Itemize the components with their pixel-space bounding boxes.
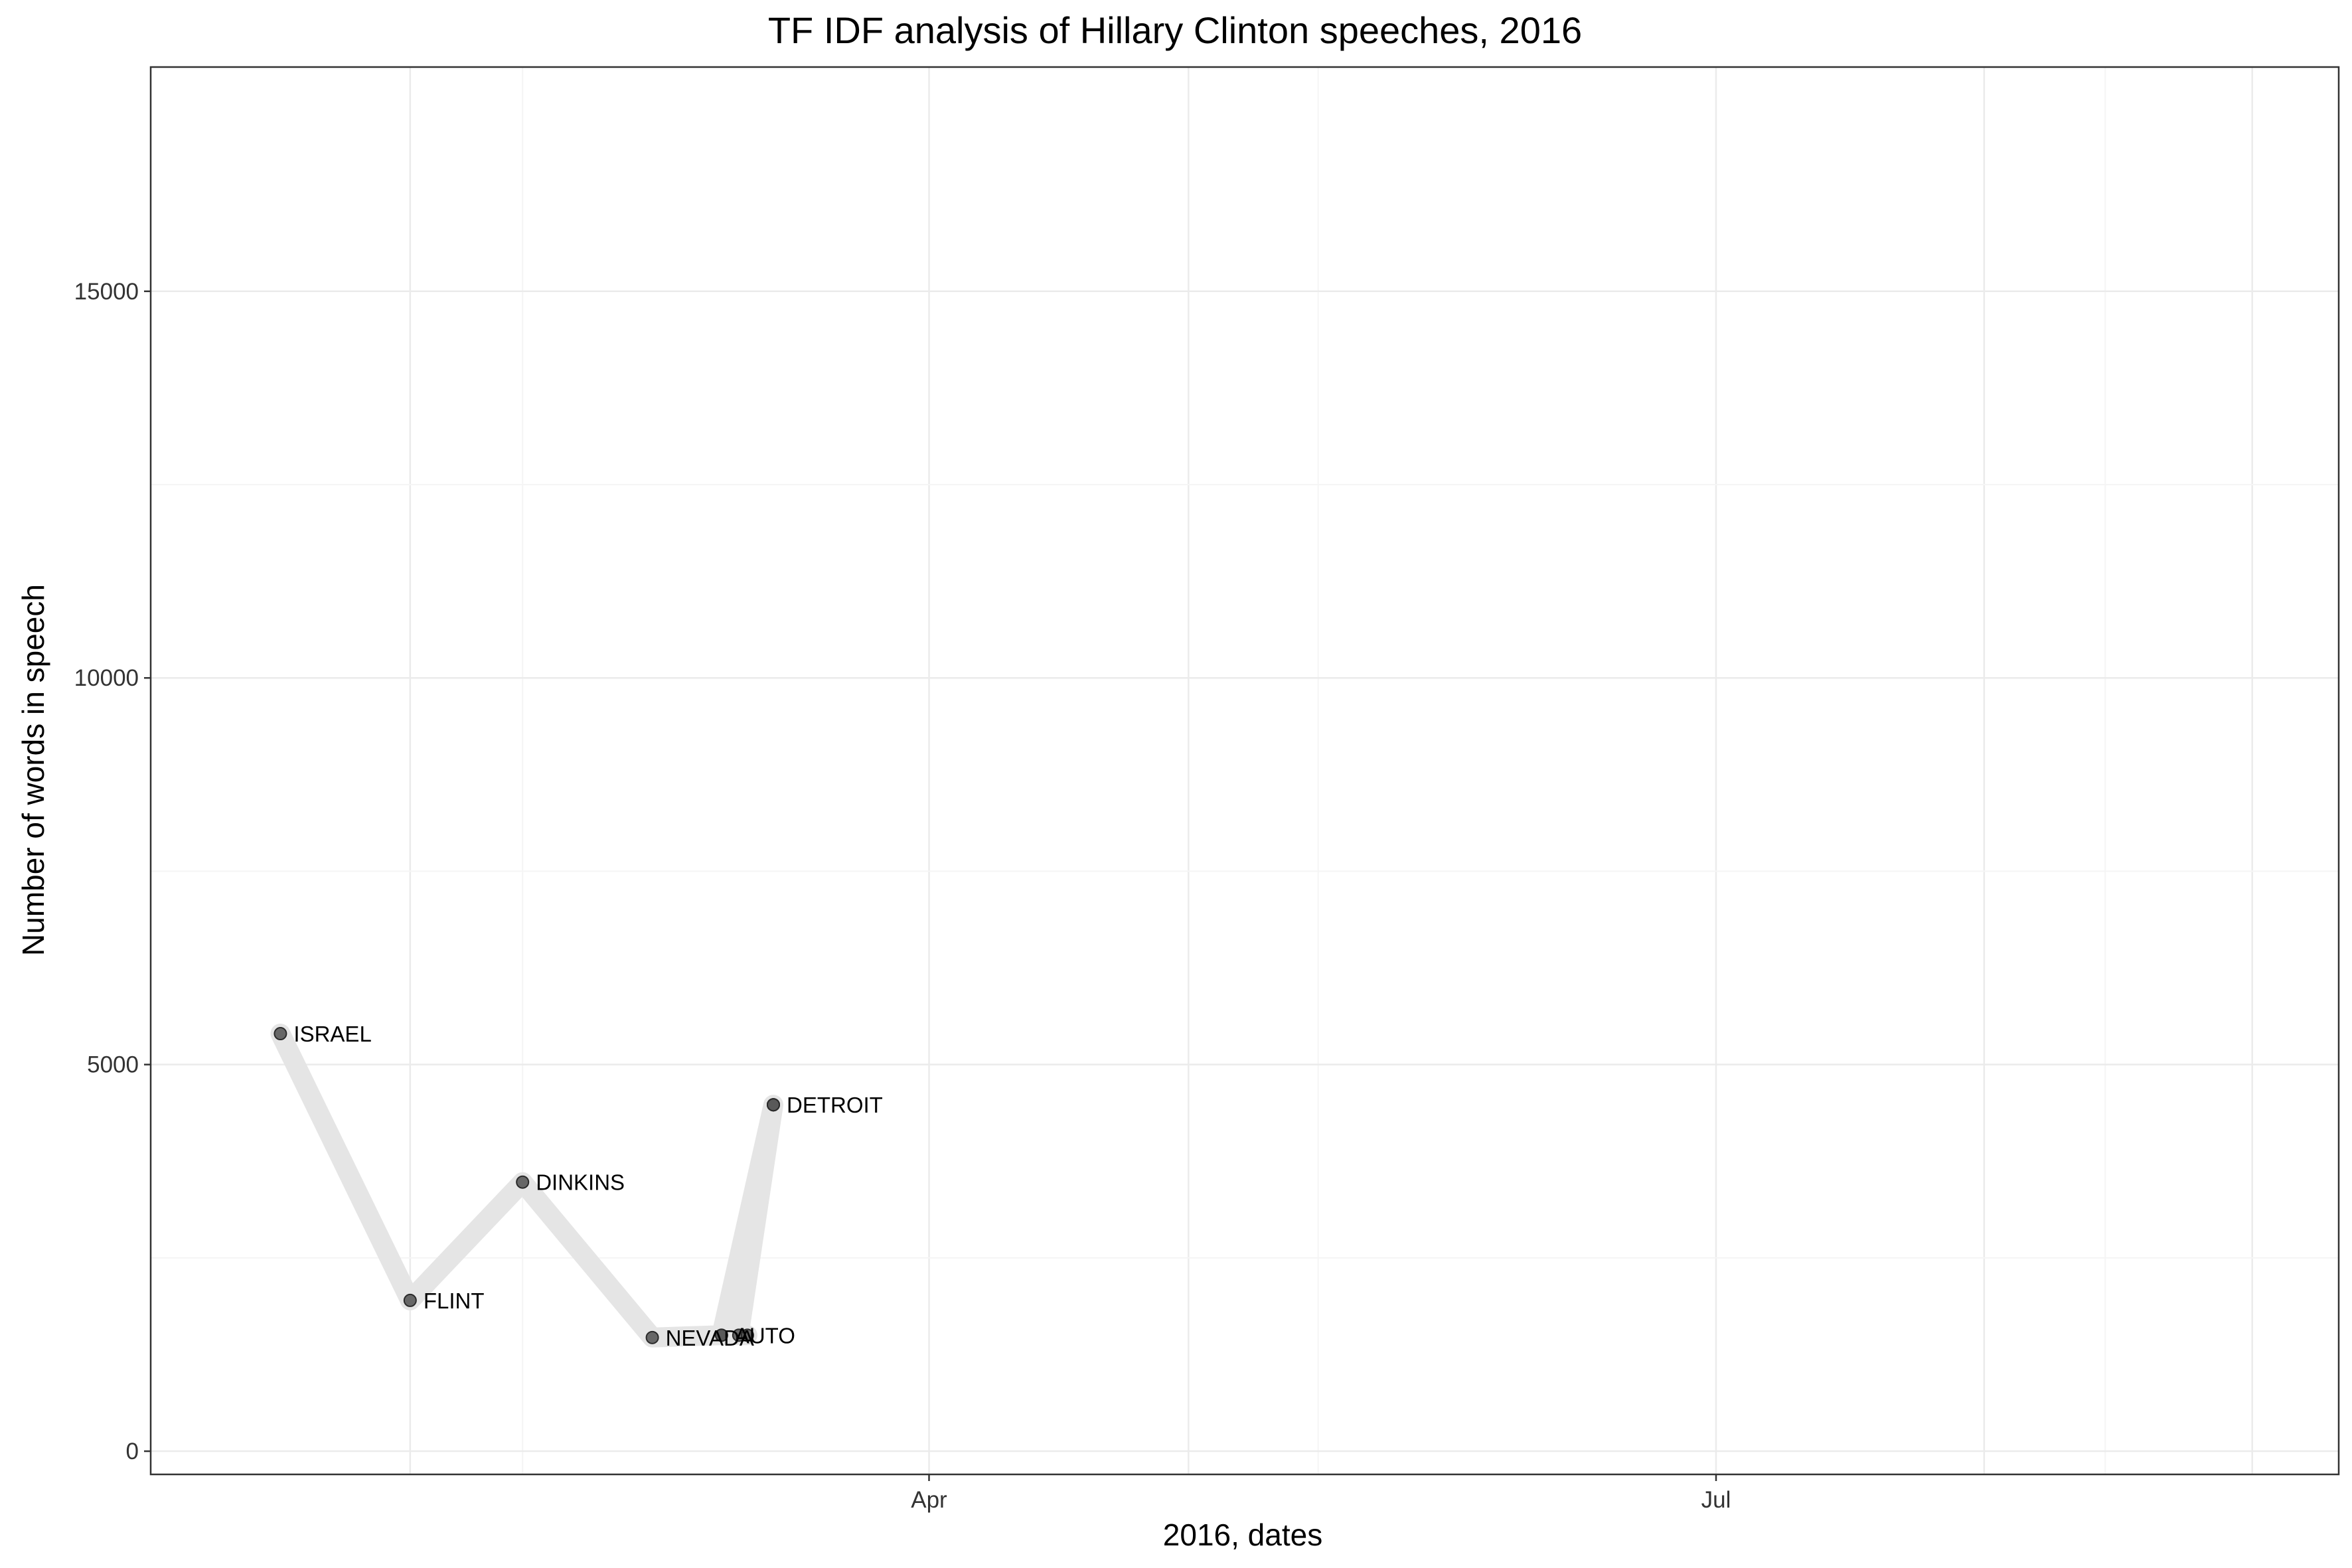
plot-panel <box>151 67 2339 1474</box>
data-point <box>516 1175 530 1189</box>
data-point <box>714 1328 728 1342</box>
data-label: FLINT <box>424 1289 485 1313</box>
data-points-group <box>274 1027 780 1344</box>
data-point <box>274 1027 287 1041</box>
chart-title: TF IDF analysis of Hillary Clinton speec… <box>768 9 1582 51</box>
x-tick-label: Apr <box>911 1487 947 1513</box>
data-label: DINKINS <box>536 1170 625 1195</box>
x-tick-label: Jul <box>1701 1487 1731 1513</box>
data-label: DETROIT <box>787 1093 883 1117</box>
data-point <box>740 1328 754 1342</box>
y-tick-label: 5000 <box>87 1052 139 1078</box>
x-axis-title: 2016, dates <box>1163 1518 1322 1552</box>
y-tick-label: 10000 <box>74 665 139 691</box>
panel-border <box>149 66 2340 1476</box>
y-axis-title: Number of words in speech <box>16 584 50 956</box>
data-label: AUTO <box>735 1323 795 1348</box>
data-point <box>403 1293 417 1307</box>
data-point <box>766 1098 780 1112</box>
data-label: NEVADA <box>666 1326 754 1350</box>
axes-group: 0 5000 10000 15000 Apr Jul <box>74 279 1731 1513</box>
grid <box>151 67 2339 1474</box>
data-point <box>645 1330 659 1344</box>
y-tick-label: 0 <box>126 1439 139 1464</box>
data-label: ISRAEL <box>293 1022 371 1046</box>
y-tick-label: 15000 <box>74 279 139 305</box>
